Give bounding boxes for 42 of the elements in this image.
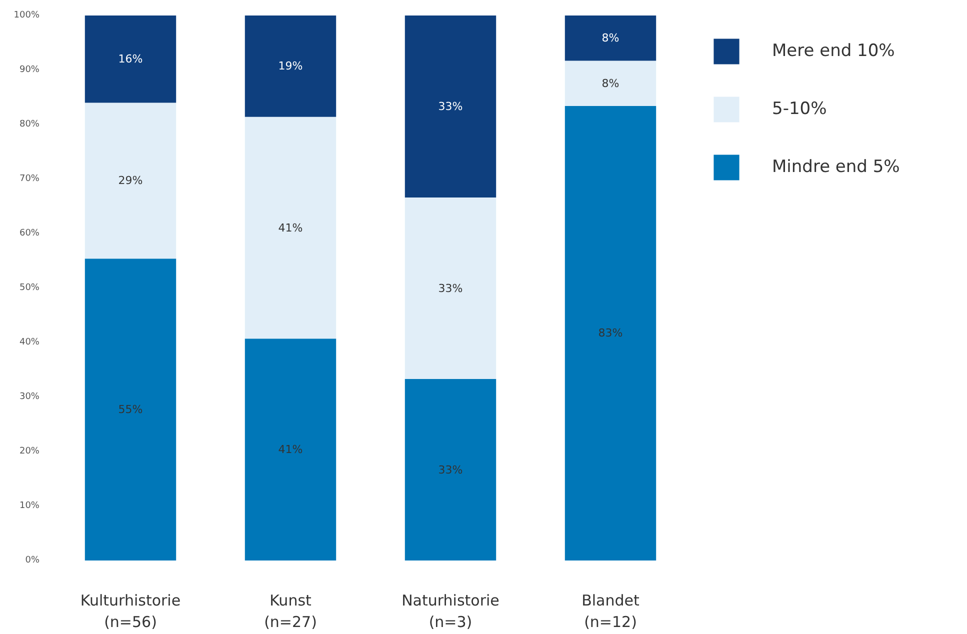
data-label: 55%: [118, 403, 143, 416]
bar: [244, 16, 336, 117]
y-tick-label: 10%: [19, 501, 40, 511]
data-label: 41%: [278, 221, 303, 234]
data-label: 33%: [438, 282, 463, 295]
data-label: 33%: [438, 463, 463, 476]
legend-label: 5-10%: [772, 99, 827, 119]
bar: [84, 258, 176, 560]
legend-label: Mere end 10%: [772, 41, 895, 61]
legend-label: Mindre end 5%: [772, 157, 900, 177]
y-tick-label: 60%: [19, 228, 40, 238]
y-tick-label: 90%: [19, 65, 40, 75]
y-tick-label: 20%: [19, 446, 40, 456]
x-tick-label: Kunst (n=27): [264, 592, 317, 632]
y-tick-label: 100%: [14, 10, 40, 20]
bar: [564, 60, 656, 106]
x-tick-label: Kulturhistorie (n=56): [80, 592, 181, 632]
y-tick-label: 80%: [19, 120, 40, 130]
bar: [244, 338, 336, 560]
data-label: 8%: [602, 76, 620, 90]
data-label: 41%: [278, 443, 303, 456]
data-label: 83%: [598, 326, 623, 340]
y-tick-label: 50%: [19, 283, 40, 293]
x-tick-label: Blandet (n=12): [582, 592, 640, 632]
y-tick-label: 0%: [25, 556, 40, 566]
data-label: 19%: [278, 60, 303, 73]
data-label: 8%: [602, 32, 620, 45]
data-label: 16%: [118, 52, 143, 66]
bar: [564, 106, 656, 560]
y-tick-label: 40%: [19, 338, 40, 348]
bar: [564, 16, 656, 61]
bar: [84, 16, 176, 103]
bar: [84, 102, 176, 259]
x-tick-label: Naturhistorie (n=3): [402, 592, 500, 632]
bar: [244, 116, 336, 339]
data-label: 29%: [118, 174, 143, 188]
y-tick-label: 30%: [19, 392, 40, 402]
data-label: 33%: [438, 100, 463, 114]
bar: [404, 379, 496, 560]
y-tick-label: 70%: [19, 174, 40, 184]
bar: [404, 16, 496, 198]
bar: [404, 198, 496, 380]
